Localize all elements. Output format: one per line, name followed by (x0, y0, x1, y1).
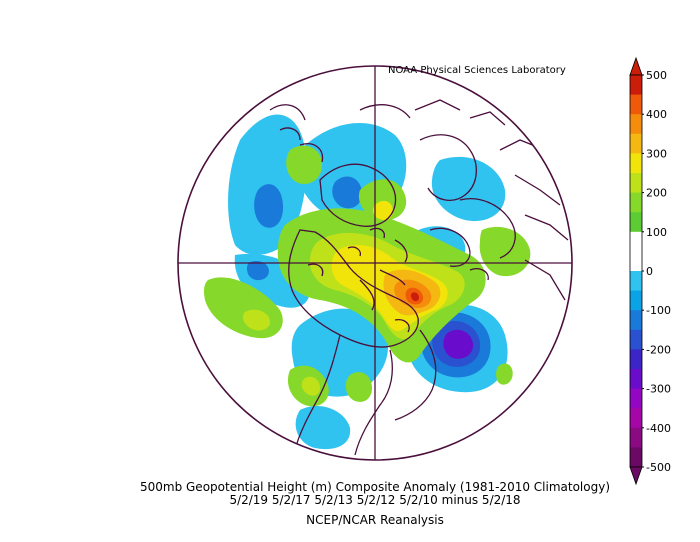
colorbar: 500 400 300 200 100 0 -100 -200 -300 -400 -500 (629, 56, 671, 486)
anomaly-field (204, 99, 569, 456)
colorbar-swatch (630, 369, 642, 389)
colorbar-swatch (630, 153, 642, 174)
colorbar-tick-label: 500 (646, 69, 667, 82)
colorbar-tick-label: 0 (646, 265, 653, 278)
colorbar-tick-label: 200 (646, 187, 667, 200)
colorbar-swatch (630, 212, 642, 233)
colorbar-swatch (630, 114, 642, 135)
colorbar-swatch (630, 94, 642, 115)
credit-text: NOAA Physical Sciences Laboratory (388, 65, 566, 76)
colorbar-arrow-bottom (629, 466, 643, 486)
positive-anomaly-region (496, 363, 513, 385)
colorbar-swatch (630, 290, 642, 311)
colorbar-tick-label: -200 (646, 343, 671, 356)
colorbar-swatch (630, 447, 642, 468)
negative-anomaly-region (431, 156, 506, 222)
colorbar-swatch (630, 271, 642, 291)
colorbar-swatch (630, 75, 642, 95)
caption-title: 500mb Geopotential Height (m) Composite … (139, 480, 610, 494)
colorbar-arrow-top (629, 56, 643, 76)
caption-source: NCEP/NCAR Reanalysis (306, 513, 444, 527)
positive-anomaly-region (479, 226, 531, 277)
colorbar-swatch (630, 427, 642, 448)
negative-anomaly-region (295, 406, 351, 450)
negative-anomaly-core (443, 329, 474, 359)
colorbar-swatch (630, 231, 642, 252)
colorbar-tick-label: 100 (646, 226, 667, 239)
positive-anomaly-region (345, 372, 372, 402)
colorbar-swatch (630, 388, 642, 409)
colorbar-tick-label: -500 (646, 461, 671, 474)
colorbar-tick-label: -300 (646, 383, 671, 396)
colorbar-swatch (630, 329, 642, 350)
colorbar-swatch (630, 192, 642, 213)
positive-anomaly-region (372, 200, 394, 220)
colorbar-tick-label: -400 (646, 422, 671, 435)
positive-anomaly-region (286, 145, 322, 185)
map-boundary (177, 65, 573, 461)
colorbar-swatch (630, 310, 642, 331)
positive-anomaly-region (301, 376, 320, 396)
positive-anomaly-region (242, 309, 270, 331)
positive-anomaly-max (410, 292, 419, 302)
caption-dates: 5/2/19 5/2/17 5/2/13 5/2/12 5/2/10 minus… (229, 493, 521, 507)
colorbar-swatch (630, 349, 642, 370)
colorbar-tick-label: -100 (646, 304, 671, 317)
colorbar-tick-label: 300 (646, 147, 667, 160)
negative-anomaly-core (332, 176, 363, 209)
colorbar-swatch (630, 408, 642, 429)
colorbar-tick-label: 400 (646, 108, 667, 121)
colorbar-swatch (630, 173, 642, 193)
negative-anomaly-core (254, 184, 284, 228)
colorbar-swatch (630, 251, 642, 272)
colorbar-swatch (630, 133, 642, 154)
negative-anomaly-core (246, 260, 269, 281)
